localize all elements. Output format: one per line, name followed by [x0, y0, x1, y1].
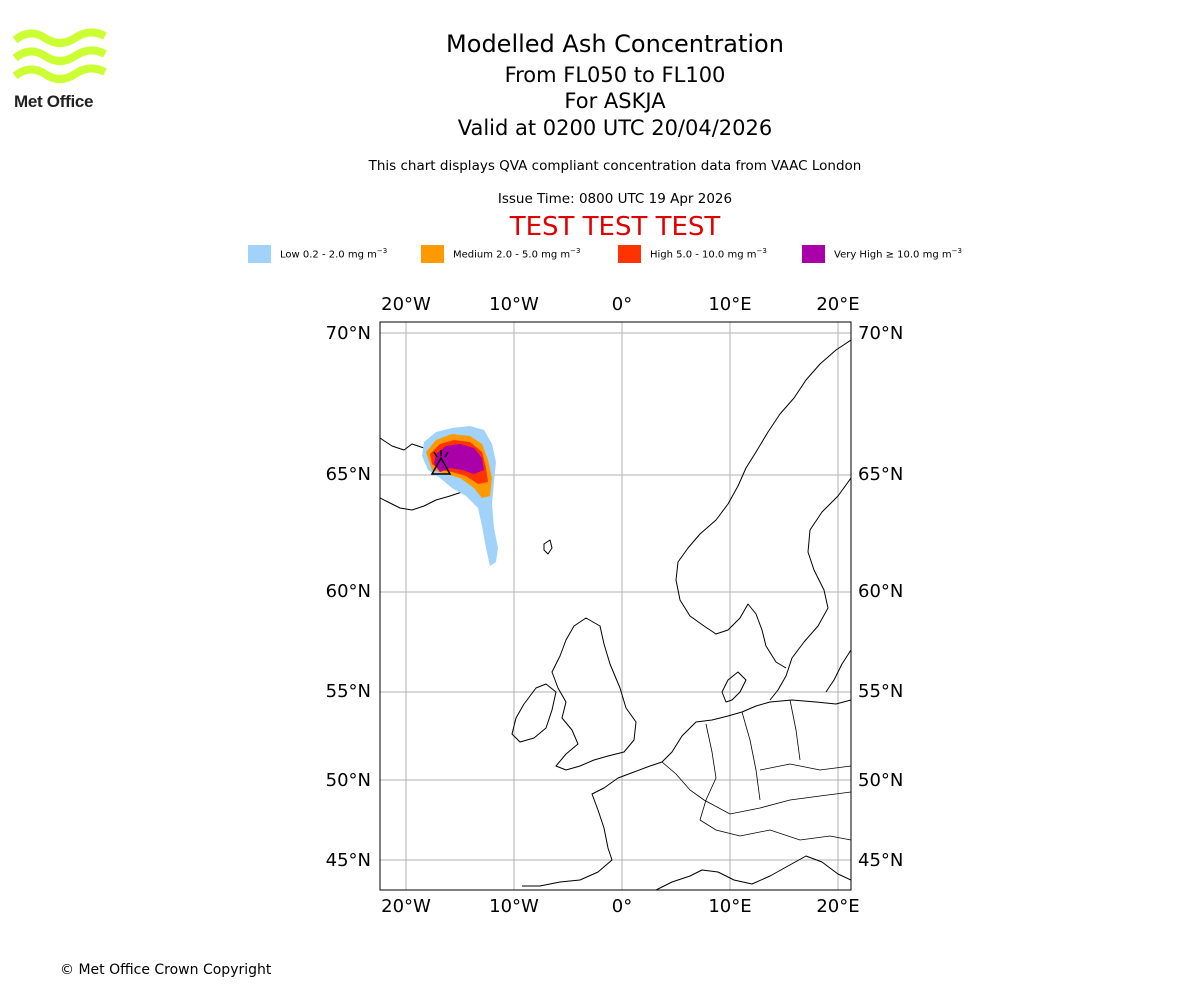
lat-label-right-60n: 60°N — [858, 581, 903, 602]
lon-label-bottom-0: 0° — [612, 896, 632, 917]
legend-swatch-medium — [421, 245, 444, 263]
logo-text: Met Office — [14, 92, 94, 111]
country-borders — [661, 699, 851, 841]
coast-norway — [675, 339, 851, 669]
coast-denmark — [721, 671, 747, 703]
volcano-eruption-lines — [433, 450, 449, 458]
coast-continent — [522, 699, 851, 887]
logo-wave-2 — [12, 46, 107, 65]
border-7 — [789, 699, 801, 761]
legend-item-very-high: Very High ≥ 10.0 mg m−3 — [802, 245, 962, 263]
lon-label-top-10e: 10°E — [708, 294, 751, 315]
lat-label-left-45n: 45°N — [326, 850, 371, 871]
legend-unit-exp-high: −3 — [756, 247, 767, 256]
border-2 — [699, 723, 717, 821]
border-6 — [759, 763, 851, 771]
met-office-logo — [12, 28, 107, 83]
coast-mediterranean — [655, 855, 851, 890]
lat-label-left-55n: 55°N — [326, 681, 371, 702]
coast-ireland — [511, 683, 557, 743]
legend-swatch-low — [248, 245, 271, 263]
test-banner: TEST TEST TEST — [509, 212, 721, 242]
map-frame — [379, 321, 852, 891]
legend-label-low: Low 0.2 - 2.0 mg m — [280, 249, 377, 261]
coast-great-britain — [551, 617, 637, 771]
legend-swatch-high — [618, 245, 641, 263]
issue-time: Issue Time: 0800 UTC 19 Apr 2026 — [497, 191, 733, 207]
ash-plume — [422, 426, 498, 566]
lat-label-right-50n: 50°N — [858, 770, 903, 791]
lat-label-left-50n: 50°N — [326, 770, 371, 791]
volcano-triangle — [430, 456, 452, 475]
lon-label-bottom-10w: 10°W — [489, 896, 539, 917]
volcano-name: For ASKJA — [564, 89, 666, 113]
graticule — [380, 322, 851, 890]
border-5 — [699, 819, 851, 841]
border-4 — [703, 791, 851, 815]
logo-wave-1 — [12, 28, 107, 47]
lat-label-right-65n: 65°N — [858, 464, 903, 485]
logo-wave-3 — [12, 64, 107, 83]
lon-label-bottom-20e: 20°E — [816, 896, 859, 917]
coastlines — [380, 339, 851, 890]
lat-label-right-70n: 70°N — [858, 323, 903, 344]
lon-label-top-10w: 10°W — [489, 294, 539, 315]
lon-label-bottom-20w: 20°W — [381, 896, 431, 917]
legend-label-high: High 5.0 - 10.0 mg m — [650, 249, 757, 261]
coast-faroes — [543, 539, 553, 555]
legend-unit-exp-low: −3 — [376, 247, 388, 256]
lon-label-top-20e: 20°E — [816, 294, 859, 315]
legend-swatch-very-high — [802, 245, 825, 263]
lon-label-bottom-10e: 10°E — [708, 896, 751, 917]
copyright-notice: © Met Office Crown Copyright — [60, 962, 272, 978]
legend-label-medium: Medium 2.0 - 5.0 mg m — [453, 249, 571, 261]
coast-baltic-states — [825, 649, 851, 693]
lat-label-right-45n: 45°N — [858, 850, 903, 871]
lon-label-top-0: 0° — [612, 294, 632, 315]
flight-level-range: From FL050 to FL100 — [504, 63, 726, 87]
legend-item-high: High 5.0 - 10.0 mg m−3 — [618, 245, 767, 263]
legend-item-low: Low 0.2 - 2.0 mg m−3 — [248, 245, 387, 263]
border-1 — [741, 711, 761, 801]
legend-unit-exp-very-high: −3 — [951, 247, 962, 256]
lon-label-top-20w: 20°W — [381, 294, 431, 315]
lat-label-right-55n: 55°N — [858, 681, 903, 702]
lat-label-left-65n: 65°N — [326, 464, 371, 485]
legend-label-very-high: Very High ≥ 10.0 mg m — [834, 249, 952, 261]
valid-time: Valid at 0200 UTC 20/04/2026 — [457, 116, 773, 140]
lat-label-left-70n: 70°N — [326, 323, 371, 344]
volcano-marker — [430, 450, 452, 475]
lat-label-left-60n: 60°N — [326, 581, 371, 602]
legend-item-medium: Medium 2.0 - 5.0 mg m−3 — [421, 245, 580, 263]
qva-info: This chart displays QVA compliant concen… — [368, 158, 862, 174]
coast-sweden-finland — [769, 477, 851, 701]
legend-unit-exp-medium: −3 — [570, 247, 581, 256]
chart-title: Modelled Ash Concentration — [446, 30, 784, 58]
border-3 — [661, 761, 705, 801]
